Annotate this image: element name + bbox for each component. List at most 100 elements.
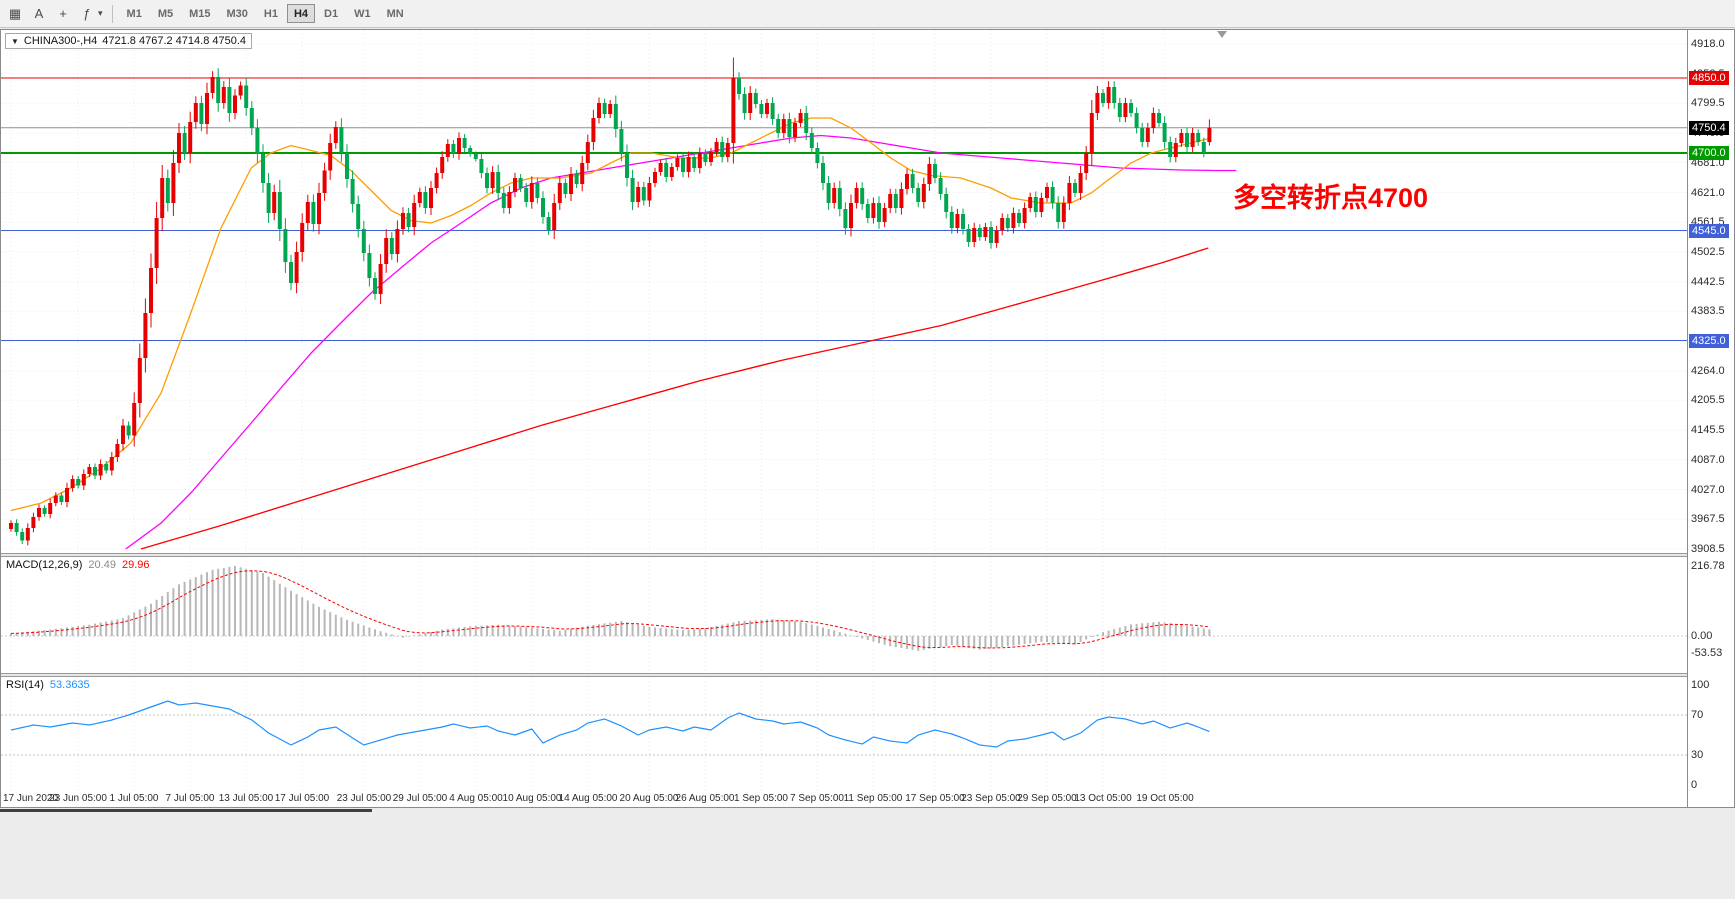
time-axis-label: 1 Sep 05:00 [734, 793, 788, 804]
time-axis-label: 11 Sep 05:00 [843, 793, 903, 804]
rsi-panel[interactable]: RSI(14) 53.3635 [1, 677, 1687, 790]
price-axis-label: 4442.5 [1691, 276, 1725, 288]
time-axis-label: 13 Jul 05:00 [218, 793, 274, 804]
time-axis-label: 7 Jul 05:00 [165, 793, 215, 804]
time-axis-label: 13 Oct 05:00 [1074, 793, 1132, 804]
timeframe-button-d1[interactable]: D1 [324, 7, 339, 20]
price-chart-canvas[interactable] [1, 30, 1687, 553]
rsi-axis-label: 100 [1691, 679, 1710, 691]
price-line-badge[interactable]: 4850.0 [1689, 71, 1729, 85]
macd-axis-label: 216.78 [1691, 560, 1725, 572]
price-axis-label: 4087.0 [1691, 454, 1725, 466]
ma-fast-line [10, 117, 1212, 512]
price-axis-label: 4502.5 [1691, 246, 1725, 258]
price-axis-label: 3967.5 [1691, 513, 1725, 525]
horizontal-scrollbar[interactable] [0, 808, 1735, 816]
candles-layer[interactable] [9, 57, 1212, 546]
scrollbar-thumb[interactable] [0, 809, 372, 812]
price-axis-label: 4918.0 [1691, 38, 1725, 50]
chart-shift-marker[interactable] [1217, 31, 1227, 38]
timeframe-button-m1[interactable]: M1 [126, 7, 142, 20]
horizontal-price-lines[interactable] [1, 77, 1687, 341]
macd-label: MACD(12,26,9) 20.49 29.96 [6, 559, 149, 571]
rsi-axis-label: 30 [1691, 749, 1704, 761]
chart-annotation-text[interactable]: 多空转折点4700 [1233, 183, 1429, 213]
time-axis-label: 10 Aug 05:00 [502, 793, 562, 804]
timeframe-button-m30[interactable]: M30 [226, 7, 248, 20]
price-axis-label: 4799.5 [1691, 97, 1725, 109]
toolbar-separator [111, 4, 113, 23]
ma-slow-line [140, 247, 1209, 550]
macd-axis-label: 0.00 [1691, 630, 1713, 642]
price-axis[interactable]: 4918.04858.54799.54740.04681.04621.04561… [1687, 30, 1734, 807]
panel-divider[interactable] [1, 673, 1734, 677]
price-axis-label: 4621.0 [1691, 187, 1725, 199]
timeframe-button-h4[interactable]: H4 [286, 4, 316, 23]
time-axis-label: 23 Jul 05:00 [336, 793, 392, 804]
time-axis-label: 20 Aug 05:00 [619, 793, 679, 804]
timeframe-group: M1 M5 M15 M30 H1 H4 D1 W1 MN [120, 4, 413, 23]
time-axis-label: 17 Jun 2020 [3, 793, 59, 804]
timeframe-button-m5[interactable]: M5 [157, 7, 174, 20]
symbol-title: CHINA300-,H4 [23, 35, 98, 47]
timeframe-button-w1[interactable]: W1 [354, 7, 371, 20]
price-line-badge[interactable]: 4545.0 [1689, 224, 1729, 238]
rsi-name: RSI(14) [6, 679, 44, 691]
chart-window: ▼ CHINA300-,H4 4721.8 4767.2 4714.8 4750… [0, 29, 1735, 808]
time-axis-label: 1 Jul 05:00 [109, 793, 159, 804]
price-axis-label: 4264.0 [1691, 365, 1725, 377]
templates-grid-icon[interactable]: ▦ [8, 5, 22, 21]
rsi-value: 53.3635 [49, 679, 90, 691]
symbol-dropdown-icon[interactable]: ▼ [11, 36, 19, 46]
macd-signal-value: 29.96 [121, 559, 150, 571]
time-axis-label: 29 Jul 05:00 [392, 793, 448, 804]
price-axis-label: 4681.0 [1691, 157, 1725, 169]
price-axis-label: 4027.0 [1691, 484, 1725, 496]
rsi-label: RSI(14) 53.3635 [6, 679, 90, 691]
rsi-axis-label: 0 [1691, 779, 1698, 791]
grid-layer [1, 30, 1687, 553]
ma-mid-line [125, 134, 1237, 550]
toolbar: ▦ A + ƒ ▾ M1 M5 M15 M30 H1 H4 D1 W1 MN [0, 0, 1735, 28]
price-line-badge[interactable]: 4700.0 [1689, 146, 1729, 160]
time-axis-label: 23 Jun 05:00 [49, 793, 107, 804]
time-axis-label: 19 Oct 05:00 [1136, 793, 1194, 804]
ohlc-values: 4721.8 4767.2 4714.8 4750.4 [102, 35, 247, 47]
time-axis-label: 26 Aug 05:00 [675, 793, 735, 804]
price-line-badge[interactable]: 4325.0 [1689, 334, 1729, 348]
rsi-axis-label: 70 [1691, 709, 1704, 721]
timeframe-button-h1[interactable]: H1 [263, 7, 278, 20]
price-axis-label: 4383.5 [1691, 305, 1725, 317]
panel-divider[interactable] [1, 553, 1734, 557]
symbol-chip[interactable]: ▼ CHINA300-,H4 4721.8 4767.2 4714.8 4750… [5, 33, 253, 49]
time-axis-label: 4 Aug 05:00 [449, 793, 503, 804]
rsi-canvas[interactable] [1, 677, 1687, 790]
macd-axis-label: -53.53 [1691, 647, 1723, 659]
price-chart-panel[interactable]: ▼ CHINA300-,H4 4721.8 4767.2 4714.8 4750… [1, 30, 1687, 553]
macd-histogram [10, 565, 1211, 651]
macd-name: MACD(12,26,9) [6, 559, 83, 571]
cursor-tool-icon[interactable]: A [34, 6, 44, 21]
crosshair-tool-icon[interactable]: + [59, 6, 67, 21]
time-axis[interactable]: 17 Jun 2020 23 Jun 05:00 1 Jul 05:00 7 Jul … [1, 790, 1687, 807]
macd-panel[interactable]: MACD(12,26,9) 20.49 29.96 [1, 557, 1687, 673]
current-price-badge[interactable]: 4750.4 [1689, 121, 1729, 135]
macd-canvas[interactable] [1, 557, 1687, 673]
time-axis-label: 23 Sep 05:00 [961, 793, 1021, 804]
dropdown-caret-icon[interactable]: ▾ [98, 8, 103, 18]
indicators-tool-icon[interactable]: ƒ [83, 6, 91, 21]
time-axis-label: 17 Jul 05:00 [274, 793, 330, 804]
timeframe-button-m15[interactable]: M15 [189, 7, 211, 20]
time-axis-label: 17 Sep 05:00 [905, 793, 965, 804]
time-axis-label: 29 Sep 05:00 [1017, 793, 1077, 804]
toolbar-icon-group: ▦ A + ƒ ▾ [4, 3, 105, 25]
macd-signal-line [10, 570, 1210, 649]
time-axis-label: 7 Sep 05:00 [790, 793, 844, 804]
timeframe-button-mn[interactable]: MN [386, 7, 404, 20]
price-axis-label: 4145.5 [1691, 424, 1725, 436]
price-axis-label: 3908.5 [1691, 543, 1725, 555]
rsi-line [10, 700, 1210, 748]
macd-main-value: 20.49 [88, 559, 116, 571]
price-axis-label: 4205.5 [1691, 394, 1725, 406]
